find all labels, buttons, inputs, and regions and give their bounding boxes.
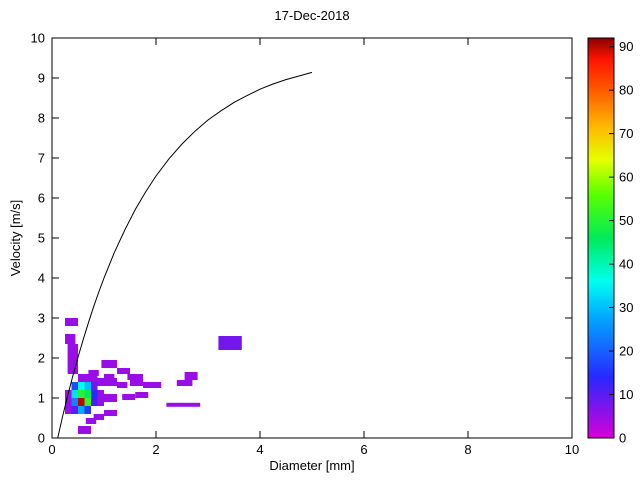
- y-tick-label: 4: [38, 271, 45, 286]
- y-tick-label: 9: [38, 71, 45, 86]
- heatmap-cell: [97, 390, 104, 406]
- heatmap-cell: [91, 382, 98, 390]
- heatmap-cell: [67, 344, 78, 356]
- heatmap-cell: [135, 392, 149, 398]
- heatmap-cell: [78, 426, 91, 434]
- heatmap-cell: [130, 378, 143, 386]
- x-tick-label: 6: [360, 442, 367, 457]
- colorbar-tick-label: 40: [619, 257, 633, 272]
- y-tick-label: 2: [38, 351, 45, 366]
- x-tick-label: 8: [464, 442, 471, 457]
- colorbar-tick-label: 10: [619, 387, 633, 402]
- heatmap-cell: [184, 372, 198, 380]
- heatmap-cell: [117, 382, 128, 388]
- colorbar-tick-label: 80: [619, 83, 633, 98]
- heatmap-cell: [122, 394, 136, 400]
- heatmap-cell: [166, 402, 201, 407]
- heatmap-cell: [65, 334, 76, 344]
- y-tick-label: 6: [38, 191, 45, 206]
- heatmap-cell: [78, 398, 85, 406]
- heatmap-cell: [104, 374, 115, 380]
- heatmap-cell: [67, 356, 78, 374]
- heatmap-cell: [176, 380, 193, 386]
- heatmap-cell: [218, 336, 242, 350]
- colorbar-tick-label: 60: [619, 170, 633, 185]
- heatmap-cell: [104, 394, 117, 402]
- heatmap-cell: [104, 410, 117, 416]
- x-tick-label: 10: [565, 442, 579, 457]
- x-tick-label: 2: [152, 442, 159, 457]
- y-axis-label: Velocity [m/s]: [8, 199, 23, 277]
- x-tick-label: 4: [256, 442, 263, 457]
- heatmap-cell: [78, 374, 98, 382]
- heatmap-cell: [65, 390, 73, 414]
- heatmap-cell: [85, 418, 97, 424]
- velocity-curve: [57, 71, 313, 439]
- heatmap-cell: [78, 390, 85, 398]
- heatmap-cell: [84, 398, 91, 406]
- heatmap-cell: [143, 382, 162, 388]
- colorbar-tick-label: 50: [619, 213, 633, 228]
- colorbar-tick-label: 30: [619, 300, 633, 315]
- heatmap-cell: [117, 368, 130, 374]
- colorbar: [588, 38, 614, 438]
- y-tick-label: 0: [38, 431, 45, 446]
- heatmap-cell: [88, 370, 99, 376]
- colorbar-tick-label: 70: [619, 126, 633, 141]
- heatmap-cell: [91, 390, 98, 398]
- heatmap-cell: [84, 382, 91, 390]
- heatmap-cell: [127, 374, 143, 380]
- colorbar-tick-label: 20: [619, 344, 633, 359]
- x-axis-label: Diameter [mm]: [269, 458, 355, 473]
- heatmap-cell: [93, 414, 104, 420]
- y-tick-label: 10: [31, 31, 45, 46]
- heatmap-cell: [84, 406, 91, 414]
- x-tick-label: 0: [48, 442, 55, 457]
- y-tick-label: 5: [38, 231, 45, 246]
- heatmap-cell: [91, 398, 98, 406]
- heatmap-cell: [71, 382, 78, 390]
- heatmap-cell: [71, 406, 78, 414]
- colorbar-tick-label: 0: [619, 431, 626, 446]
- heatmap-cell: [78, 382, 85, 390]
- heatmap-cell: [71, 390, 78, 398]
- y-tick-label: 3: [38, 311, 45, 326]
- y-tick-label: 8: [38, 111, 45, 126]
- heatmap-cell: [71, 398, 78, 406]
- heatmap-cell: [101, 360, 117, 368]
- plot-title: 17-Dec-2018: [274, 8, 350, 23]
- heatmap-cell: [84, 390, 91, 398]
- colorbar-box: [587, 37, 615, 439]
- heatmap-cell: [78, 406, 85, 414]
- y-tick-label: 1: [38, 391, 45, 406]
- heatmap-cell: [65, 318, 78, 326]
- y-tick-label: 7: [38, 151, 45, 166]
- heatmap-cell: [97, 378, 117, 386]
- colorbar-tick-label: 90: [619, 39, 633, 54]
